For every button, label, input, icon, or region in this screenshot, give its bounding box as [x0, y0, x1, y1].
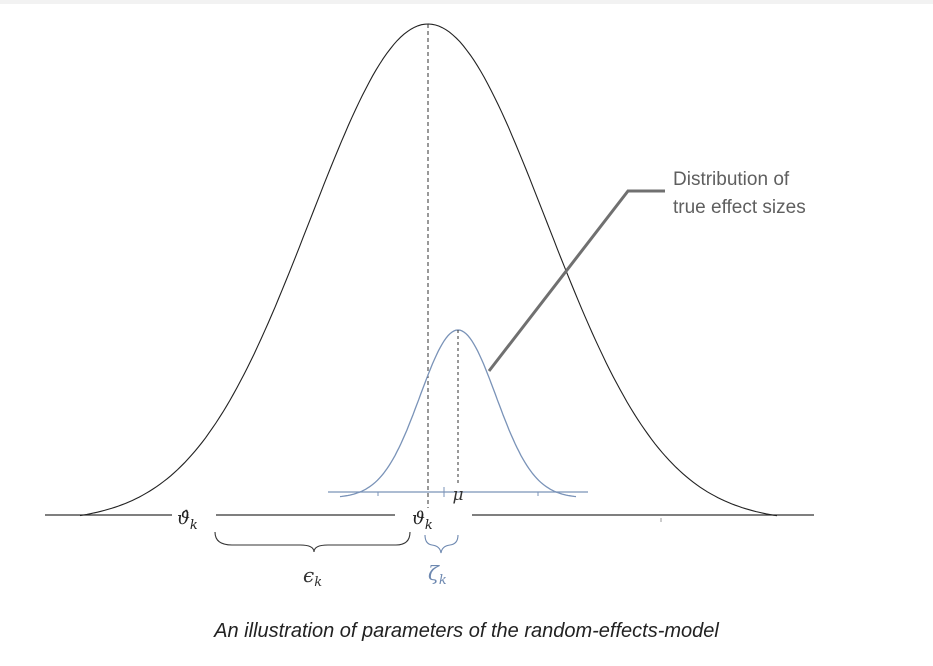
mu-label: μ: [452, 485, 463, 505]
theta-hat-k-label: ϑ̂k: [177, 508, 198, 533]
callout-text-line2: true effect sizes: [673, 197, 806, 218]
zeta-brace: [424, 534, 459, 554]
callout-text-line1: Distribution of: [673, 169, 790, 190]
epsilon-k-label: ϵk: [303, 563, 322, 590]
zeta-k-label: ζk: [428, 561, 447, 588]
figure-caption: An illustration of parameters of the ran…: [214, 620, 719, 642]
top-band: [0, 0, 933, 4]
callout-line: [487, 189, 665, 372]
epsilon-brace: [214, 531, 411, 553]
theta-k-label: ϑk: [412, 508, 433, 533]
